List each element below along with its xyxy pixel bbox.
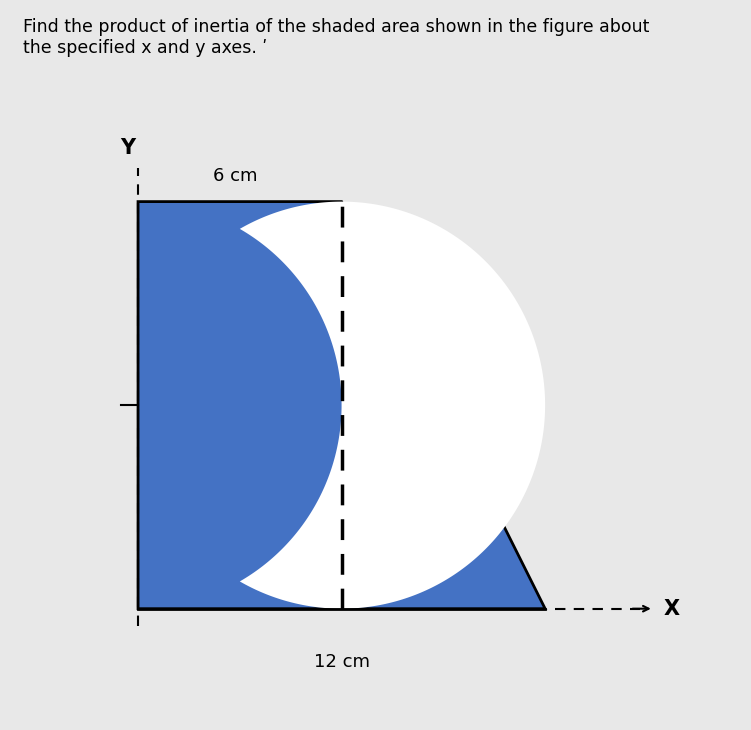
Polygon shape bbox=[240, 201, 545, 609]
Text: X: X bbox=[664, 599, 680, 619]
Text: 6 cm: 6 cm bbox=[213, 166, 257, 185]
Polygon shape bbox=[138, 201, 545, 609]
Text: Find the product of inertia of the shaded area shown in the figure about
the spe: Find the product of inertia of the shade… bbox=[23, 18, 649, 57]
Text: Y: Y bbox=[120, 137, 135, 158]
Text: 12 cm: 12 cm bbox=[314, 653, 369, 671]
